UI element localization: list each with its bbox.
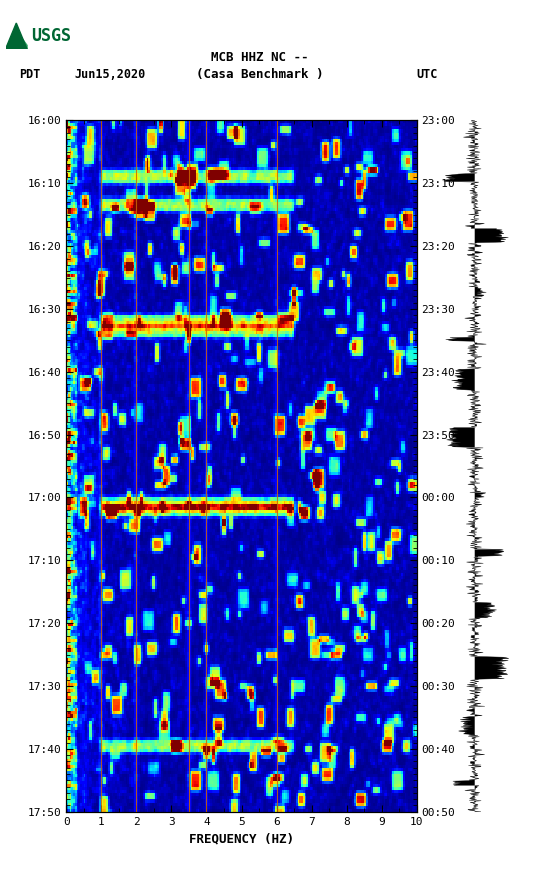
Text: PDT: PDT <box>19 69 41 81</box>
Text: MCB HHZ NC --: MCB HHZ NC -- <box>211 52 308 64</box>
Text: Jun15,2020: Jun15,2020 <box>75 69 146 81</box>
Polygon shape <box>6 38 27 49</box>
Text: USGS: USGS <box>31 27 71 45</box>
Text: (Casa Benchmark ): (Casa Benchmark ) <box>196 69 323 81</box>
X-axis label: FREQUENCY (HZ): FREQUENCY (HZ) <box>189 832 294 845</box>
Text: UTC: UTC <box>417 69 438 81</box>
Polygon shape <box>6 23 27 49</box>
